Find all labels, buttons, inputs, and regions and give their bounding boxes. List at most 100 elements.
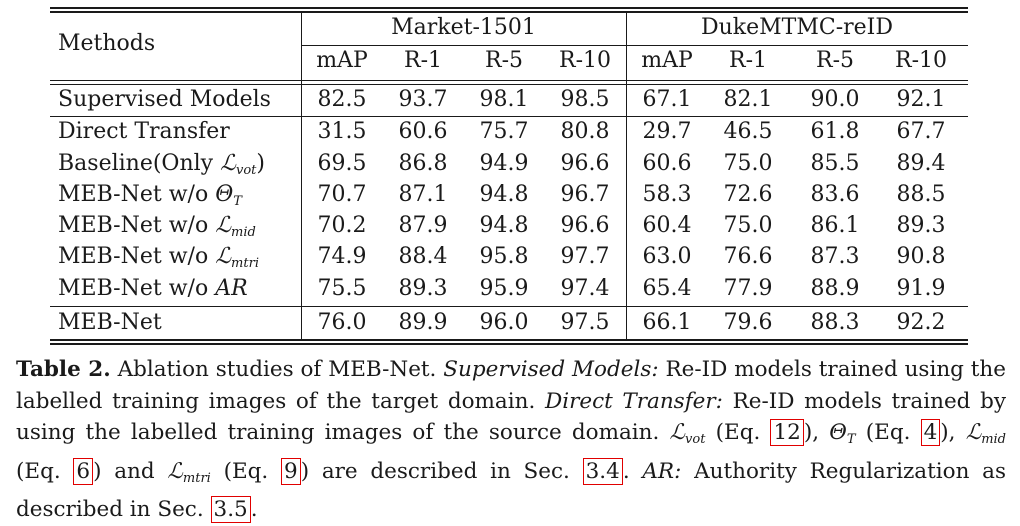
table-cell: 67.1 <box>642 87 692 112</box>
table-cell: 97.7 <box>560 244 610 269</box>
method-name: Direct Transfer <box>58 119 230 144</box>
table-cell: 95.8 <box>479 244 529 269</box>
table-cell: 29.7 <box>642 119 692 144</box>
table-cell: 94.8 <box>479 213 529 238</box>
table-cell: 46.5 <box>723 119 773 144</box>
table-cell: 75.7 <box>479 119 529 144</box>
methods-divider <box>301 12 302 340</box>
group-header-duke: DukeMTMC-reID <box>700 15 894 40</box>
sec-ref-3-4[interactable]: 3.4 <box>582 457 623 485</box>
table-cell: 70.7 <box>317 182 367 207</box>
table-cell: 96.6 <box>560 213 610 238</box>
table-cell: 80.8 <box>560 119 610 144</box>
ablation-rule <box>50 306 968 307</box>
method-name: MEB-Net w/o ΘT <box>58 182 242 209</box>
top-rule-1 <box>50 7 968 9</box>
table-cell: 94.8 <box>479 182 529 207</box>
sec-ref-3-5[interactable]: 3.5 <box>210 496 251 523</box>
metric-header: mAP <box>316 48 368 73</box>
methods-header: Methods <box>58 31 156 56</box>
table-cell: 70.2 <box>317 213 367 238</box>
table-cell: 60.6 <box>398 119 448 144</box>
table-caption: Table 2. Ablation studies of MEB-Net. Su… <box>16 357 1007 523</box>
metric-header: R-10 <box>895 48 947 73</box>
method-name: MEB-Net w/o ℒmtri <box>58 244 259 271</box>
table-cell: 94.9 <box>479 151 529 176</box>
table-cell: 98.1 <box>479 87 529 112</box>
table-cell: 87.3 <box>810 244 860 269</box>
table-cell: 97.5 <box>560 310 610 335</box>
caption-direct-transfer-label: Direct Transfer: <box>544 388 723 414</box>
eq-ref-mid[interactable]: 6 <box>73 457 94 485</box>
group-rule <box>301 45 968 46</box>
table-cell: 67.7 <box>896 119 946 144</box>
table-cell: 89.9 <box>398 310 448 335</box>
table-cell: 86.1 <box>810 213 860 238</box>
table-cell: 79.6 <box>723 310 773 335</box>
table-cell: 86.8 <box>398 151 448 176</box>
table-cell: 96.7 <box>560 182 610 207</box>
metric-header: R-5 <box>816 48 854 73</box>
group-header-market: Market-1501 <box>391 15 536 40</box>
table-cell: 77.9 <box>723 276 773 301</box>
table-cell: 83.6 <box>810 182 860 207</box>
table-cell: 88.3 <box>810 310 860 335</box>
table-cell: 95.9 <box>479 276 529 301</box>
method-name: Supervised Models <box>58 87 271 112</box>
header-rule-1 <box>50 80 968 81</box>
table-cell: 72.6 <box>723 182 773 207</box>
table-cell: 74.9 <box>317 244 367 269</box>
table-cell: 66.1 <box>642 310 692 335</box>
caption-supervised-text: Re-ID models trained using the labelled … <box>16 357 1006 414</box>
table-cell: 93.7 <box>398 87 448 112</box>
caption-intro: Ablation studies of MEB-Net. <box>117 357 437 382</box>
eq-ref-theta[interactable]: 4 <box>920 419 941 446</box>
table-cell: 31.5 <box>317 119 367 144</box>
table-cell: 75.0 <box>723 213 773 238</box>
caption-direct-transfer-text: Re-ID models trained by using the labell… <box>16 388 1007 446</box>
table-cell: 90.0 <box>810 87 860 112</box>
caption-ar-label: AR: <box>642 458 682 484</box>
metric-header: mAP <box>641 48 693 73</box>
eq-ref-vot[interactable]: 12 <box>770 419 804 446</box>
table-cell: 89.4 <box>896 151 946 176</box>
table-cell: 98.5 <box>560 87 610 112</box>
metric-header: R-1 <box>404 48 442 73</box>
table-cell: 69.5 <box>317 151 367 176</box>
table-cell: 58.3 <box>642 182 692 207</box>
method-name: MEB-Net w/o AR <box>58 276 248 301</box>
table-cell: 88.5 <box>896 182 946 207</box>
table-cell: 91.9 <box>896 276 946 301</box>
table-cell: 92.2 <box>896 310 946 335</box>
bottom-rule-1 <box>50 339 968 341</box>
table-cell: 96.6 <box>560 151 610 176</box>
table-cell: 89.3 <box>398 276 448 301</box>
table-cell: 76.0 <box>317 310 367 335</box>
table-cell: 87.9 <box>398 213 448 238</box>
metric-header: R-5 <box>485 48 523 73</box>
table-cell: 85.5 <box>810 151 860 176</box>
caption-ar-text: Authority Regularization as described in… <box>16 458 1007 523</box>
table-cell: 82.5 <box>317 87 367 112</box>
table-cell: 60.6 <box>642 151 692 176</box>
caption-label: Table 2. <box>16 357 111 382</box>
supervised-rule <box>50 116 968 117</box>
method-name: Baseline(Only ℒvot) <box>58 151 265 178</box>
table-cell: 63.0 <box>642 244 692 269</box>
metric-header: R-10 <box>559 48 611 73</box>
table-cell: 75.0 <box>723 151 773 176</box>
table-cell: 89.3 <box>896 213 946 238</box>
bottom-rule-2 <box>50 343 968 345</box>
table-cell: 65.4 <box>642 276 692 301</box>
table-cell: 76.6 <box>723 244 773 269</box>
table-cell: 75.5 <box>317 276 367 301</box>
table-cell: 61.8 <box>810 119 860 144</box>
method-name: MEB-Net w/o ℒmid <box>58 213 256 240</box>
top-rule-2 <box>50 11 968 13</box>
table-cell: 87.1 <box>398 182 448 207</box>
header-rule-2 <box>50 84 968 85</box>
metric-header: R-1 <box>729 48 767 73</box>
table-cell: 82.1 <box>723 87 773 112</box>
table-cell: 60.4 <box>642 213 692 238</box>
eq-ref-mtri[interactable]: 9 <box>281 457 301 485</box>
